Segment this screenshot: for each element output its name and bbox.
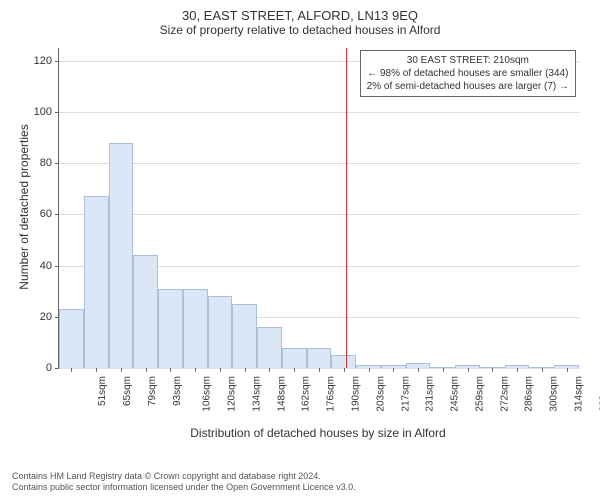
ytick-mark bbox=[55, 61, 59, 62]
xtick-label: 272sqm bbox=[499, 376, 510, 412]
ytick-mark bbox=[55, 112, 59, 113]
annotation-line-2: ← 98% of detached houses are smaller (34… bbox=[367, 67, 569, 80]
xtick-mark bbox=[96, 368, 97, 372]
footer-attribution: Contains HM Land Registry data © Crown c… bbox=[12, 471, 356, 494]
xtick-label: 176sqm bbox=[326, 376, 337, 412]
histogram-bar bbox=[109, 143, 134, 368]
xtick-label: 245sqm bbox=[450, 376, 461, 412]
histogram-bar bbox=[257, 327, 282, 368]
xtick-mark bbox=[220, 368, 221, 372]
ytick-mark bbox=[55, 163, 59, 164]
histogram-bar bbox=[232, 304, 257, 368]
gridline bbox=[59, 214, 579, 215]
y-axis-label: Number of detached properties bbox=[17, 107, 31, 307]
ytick-mark bbox=[55, 214, 59, 215]
xtick-mark bbox=[443, 368, 444, 372]
ytick-mark bbox=[55, 266, 59, 267]
histogram-bar bbox=[183, 289, 208, 368]
xtick-mark bbox=[146, 368, 147, 372]
xtick-mark bbox=[294, 368, 295, 372]
ytick-label: 40 bbox=[22, 260, 52, 272]
xtick-mark bbox=[269, 368, 270, 372]
xtick-mark bbox=[344, 368, 345, 372]
histogram-bar bbox=[84, 196, 109, 368]
histogram-bar bbox=[307, 348, 332, 368]
xtick-label: 190sqm bbox=[351, 376, 362, 412]
chart-subtitle: Size of property relative to detached ho… bbox=[0, 23, 600, 37]
xtick-label: 217sqm bbox=[400, 376, 411, 412]
xtick-mark bbox=[170, 368, 171, 372]
xtick-label: 51sqm bbox=[97, 376, 108, 406]
histogram-bar bbox=[59, 309, 84, 368]
xtick-label: 231sqm bbox=[425, 376, 436, 412]
histogram-bar bbox=[158, 289, 183, 368]
xtick-mark bbox=[418, 368, 419, 372]
xtick-mark bbox=[393, 368, 394, 372]
subject-marker-line bbox=[346, 48, 347, 368]
chart-container: 30, EAST STREET, ALFORD, LN13 9EQ Size o… bbox=[0, 0, 600, 500]
annotation-line-3: 2% of semi-detached houses are larger (7… bbox=[367, 80, 569, 93]
xtick-label: 162sqm bbox=[301, 376, 312, 412]
ytick-label: 60 bbox=[22, 208, 52, 220]
ytick-label: 120 bbox=[22, 55, 52, 67]
xtick-label: 65sqm bbox=[122, 376, 133, 406]
histogram-bar bbox=[331, 355, 356, 368]
annotation-box: 30 EAST STREET: 210sqm← 98% of detached … bbox=[360, 50, 576, 97]
xtick-mark bbox=[195, 368, 196, 372]
xtick-mark bbox=[245, 368, 246, 372]
xtick-label: 300sqm bbox=[549, 376, 560, 412]
ytick-label: 100 bbox=[22, 106, 52, 118]
xtick-label: 134sqm bbox=[252, 376, 263, 412]
chart-title: 30, EAST STREET, ALFORD, LN13 9EQ bbox=[0, 0, 600, 23]
xtick-mark bbox=[567, 368, 568, 372]
xtick-label: 79sqm bbox=[147, 376, 158, 406]
xtick-label: 203sqm bbox=[375, 376, 386, 412]
ytick-mark bbox=[55, 368, 59, 369]
xtick-label: 106sqm bbox=[202, 376, 213, 412]
xtick-label: 148sqm bbox=[276, 376, 287, 412]
xtick-label: 259sqm bbox=[474, 376, 485, 412]
footer-line-2: Contains public sector information licen… bbox=[12, 482, 356, 494]
histogram-bar bbox=[208, 296, 233, 368]
ytick-label: 0 bbox=[22, 362, 52, 374]
footer-line-1: Contains HM Land Registry data © Crown c… bbox=[12, 471, 356, 483]
histogram-bar bbox=[282, 348, 307, 368]
xtick-label: 93sqm bbox=[172, 376, 183, 406]
ytick-label: 80 bbox=[22, 157, 52, 169]
xtick-label: 286sqm bbox=[524, 376, 535, 412]
gridline bbox=[59, 112, 579, 113]
xtick-mark bbox=[319, 368, 320, 372]
histogram-bar bbox=[133, 255, 158, 368]
annotation-line-1: 30 EAST STREET: 210sqm bbox=[367, 54, 569, 67]
xtick-mark bbox=[517, 368, 518, 372]
xtick-mark bbox=[369, 368, 370, 372]
xtick-label: 120sqm bbox=[227, 376, 238, 412]
xtick-mark bbox=[542, 368, 543, 372]
xtick-label: 314sqm bbox=[573, 376, 584, 412]
xtick-mark bbox=[468, 368, 469, 372]
gridline bbox=[59, 163, 579, 164]
xtick-mark bbox=[121, 368, 122, 372]
x-axis-label: Distribution of detached houses by size … bbox=[58, 426, 578, 440]
xtick-mark bbox=[492, 368, 493, 372]
ytick-label: 20 bbox=[22, 311, 52, 323]
xtick-mark bbox=[71, 368, 72, 372]
